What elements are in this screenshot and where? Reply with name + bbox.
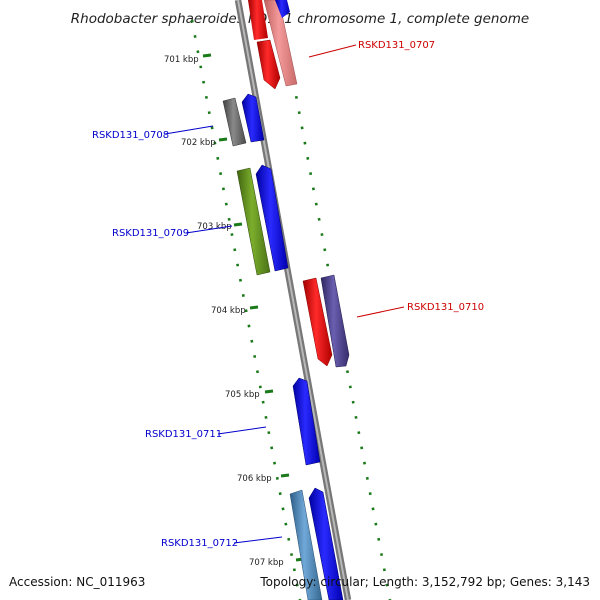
kbp-tick-marks [202,53,305,562]
gene-arrow-rskd131-0710-purple[interactable] [320,274,350,368]
kbp-label: 705 kbp [225,390,260,400]
label-leader-lines [164,44,405,544]
gene-label-rskd131-0710[interactable]: RSKD131_0710 [407,302,484,313]
gene-arrow-rskd131-0710-red[interactable] [302,277,333,367]
kbp-label: 707 kbp [249,558,284,568]
gene-arrow-rskd131-0711[interactable] [292,377,321,466]
gene-arrow-top-small-blue[interactable] [275,0,290,18]
gene-label-rskd131-0708[interactable]: RSKD131_0708 [92,130,169,141]
gene-label-rskd131-0711[interactable]: RSKD131_0711 [145,429,222,440]
map-title: Rhodobacter sphaeroides KD131 chromosome… [71,11,529,27]
gene-arrow-rskd131-0707-inner[interactable] [256,39,281,90]
gene-features [222,0,350,600]
gene-labels: RSKD131_0707 RSKD131_0708 RSKD131_0709 R… [92,40,484,549]
gene-arrow-rskd131-0712-steel[interactable] [289,489,323,600]
gene-arrow-rskd131-0712-blue[interactable] [308,487,344,600]
gene-arrow-rskd131-0709-blue[interactable] [255,164,289,272]
kbp-label: 704 kbp [211,306,246,316]
gene-arrow-rskd131-0707-outer[interactable] [263,0,298,87]
gene-arrow-rskd131-0708-blue[interactable] [241,93,265,143]
gene-label-rskd131-0707[interactable]: RSKD131_0707 [358,40,435,51]
gene-arrow-top-red[interactable] [248,0,268,40]
kbp-label: 703 kbp [197,222,232,232]
gene-label-rskd131-0712[interactable]: RSKD131_0712 [161,538,238,549]
gene-arrow-rskd131-0708-gray[interactable] [222,97,247,147]
kbp-labels: 701 kbp 702 kbp 703 kbp 704 kbp 705 kbp … [164,55,284,568]
kbp-label: 702 kbp [181,138,216,148]
accession-text: Accession: NC_011963 [9,575,145,589]
kbp-label: 706 kbp [237,474,272,484]
genome-summary-text: Topology: circular; Length: 3,152,792 bp… [259,575,590,589]
gene-arrow-rskd131-0709-olive[interactable] [236,167,271,276]
gene-label-rskd131-0709[interactable]: RSKD131_0709 [112,228,189,239]
kbp-label: 701 kbp [164,55,199,65]
